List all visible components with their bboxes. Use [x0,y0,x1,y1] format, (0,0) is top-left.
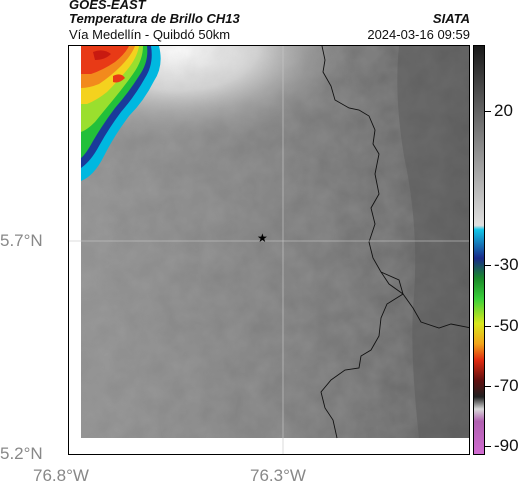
organization-label: SIATA [432,11,470,26]
colorbar-tick [485,386,491,387]
location-star-marker[interactable]: ★ [257,231,268,245]
lat-label-south: 5.2°N [0,444,43,463]
colorbar-tick [485,111,491,112]
colorbar-label: -30 [494,255,519,274]
lon-label-east: 76.3°W [250,466,306,485]
colorbar-tick [485,326,491,327]
colorbar-label: -50 [494,316,519,335]
satellite-map[interactable]: ★ [68,45,470,455]
lat-label-north: 5.7°N [0,231,43,250]
lon-label-west: 76.8°W [33,466,89,485]
colorbar-tick [485,446,491,447]
colorbar-label: 20 [494,101,513,120]
product-title: Temperatura de Brillo CH13 [69,11,240,26]
boundary-lines [320,46,469,439]
cold-cloud-tops [81,46,161,181]
satellite-title: GOES-EAST [69,0,146,12]
colorbar-label: -70 [494,376,519,395]
colorbar-tick [485,265,491,266]
datetime-label: 2024-03-16 09:59 [367,27,470,42]
colorbar-gradient [474,46,484,454]
route-subtitle: Vía Medellín - Quibdó 50km [69,27,231,42]
map-canvas [69,46,469,454]
colorbar [473,45,485,455]
colorbar-label: -90 [494,436,519,455]
